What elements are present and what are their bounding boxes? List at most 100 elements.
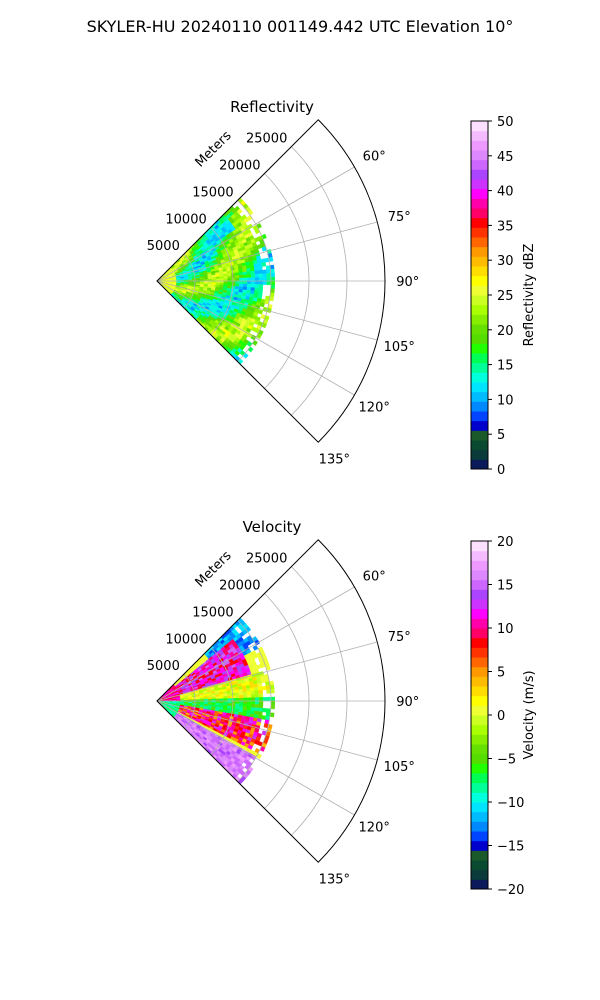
data-cell (270, 700, 276, 706)
colorbar-swatch (471, 430, 488, 441)
r-tick-label: 15000 (192, 185, 233, 200)
colorbar-swatch (471, 686, 488, 697)
data-cell (254, 287, 260, 292)
colorbar-swatch (471, 550, 488, 561)
colorbar-swatch (471, 860, 488, 871)
theta-tick-label: 135° (319, 872, 350, 887)
data-cell (223, 275, 228, 279)
colorbar-swatch (471, 304, 488, 315)
data-cell (262, 280, 268, 285)
data-cell (239, 280, 244, 285)
colorbar-swatch (471, 676, 488, 687)
colorbar-swatch (471, 295, 488, 306)
figure-title: SKYLER-HU 20240110 001149.442 UTC Elevat… (87, 17, 514, 36)
colorbar-swatch (471, 744, 488, 755)
r-tick-label: 5000 (147, 659, 180, 674)
data-cell (266, 696, 272, 702)
colorbar-tick-label: −15 (497, 840, 524, 855)
colorbar-swatch (471, 179, 488, 190)
colorbar-tick-label: 15 (497, 579, 514, 594)
data-cell (247, 280, 252, 285)
data-cell (266, 269, 271, 274)
panel-reflectivity: Reflectivity 5000 10000 15000 20000 25000 60° 7… (147, 98, 537, 478)
data-cell (242, 703, 248, 708)
data-cell (250, 280, 256, 285)
data-cell (219, 276, 224, 280)
data-cell (254, 707, 260, 712)
data-cell (234, 692, 240, 696)
data-cell (254, 284, 260, 289)
colorbar-swatch (471, 362, 488, 373)
data-cell (258, 700, 264, 705)
colorbar-swatch (471, 647, 488, 658)
data-cell (239, 277, 244, 282)
data-cell (254, 690, 260, 695)
data-cell (266, 276, 272, 282)
data-cell (246, 694, 252, 699)
data-cell (252, 644, 259, 651)
colorbar: −20 −15 −10 −5 0 5 10 15 20 Velocity (m/s) (470, 535, 537, 898)
data-cell (250, 270, 256, 275)
data-cell (227, 275, 232, 279)
data-cell (262, 697, 268, 702)
colorbar-label: Reflectivity dBZ (522, 244, 537, 347)
colorbar-swatch (471, 343, 488, 354)
colorbar-swatch (471, 869, 488, 880)
colorbar-tick-label: 45 (497, 150, 514, 165)
data-cell (262, 708, 267, 713)
data-cell (265, 685, 271, 690)
data-cell (231, 700, 236, 704)
colorbar-swatch (471, 314, 488, 325)
colorbar-tick-label: 15 (497, 359, 514, 374)
data-cell (254, 704, 260, 709)
colorbar-swatch (471, 782, 488, 793)
colorbar-tick-label: 5 (497, 666, 505, 681)
colorbar-tick-label: 10 (497, 622, 514, 637)
theta-tick-label: 105° (384, 340, 415, 355)
data-cell (265, 265, 271, 270)
data-cell (247, 697, 252, 702)
data-cell (261, 262, 267, 267)
colorbar-swatch (471, 188, 488, 199)
colorbar-tick-label: 0 (497, 709, 505, 724)
data-cell (211, 696, 217, 700)
data-cell (238, 271, 244, 276)
colorbar-swatch (471, 353, 488, 364)
data-cell (254, 277, 260, 282)
theta-tick-label: 75° (388, 210, 411, 225)
theta-tick-label: 120° (359, 820, 390, 835)
colorbar-tick-label: 5 (497, 428, 505, 443)
colorbar-tick-label: 40 (497, 185, 514, 200)
theta-gridline (156, 280, 355, 396)
data-cell (270, 276, 276, 282)
data-cell (258, 704, 264, 709)
colorbar-swatch (471, 130, 488, 141)
data-cell (258, 277, 264, 282)
data-cell (258, 287, 263, 293)
data-cell (250, 284, 256, 288)
theta-gridline (156, 700, 378, 761)
data-cell (270, 280, 276, 286)
colorbar-swatch (471, 391, 488, 402)
colorbar-tick-label: 0 (497, 463, 505, 478)
data-cell (242, 274, 248, 279)
data-cell (242, 694, 248, 699)
data-cell (250, 277, 256, 282)
colorbar-tick-label: 35 (497, 219, 514, 234)
colorbar-swatch (471, 715, 488, 726)
colorbar-swatch (471, 570, 488, 581)
theta-tick-label: 120° (359, 400, 390, 415)
data-cell (258, 269, 263, 275)
data-cell (246, 271, 252, 276)
colorbar-swatch (471, 811, 488, 822)
data-cell (247, 277, 252, 282)
data-cell (266, 708, 271, 713)
colorbar-swatch (471, 324, 488, 335)
colorbar-swatch (471, 275, 488, 286)
colorbar-swatch (471, 285, 488, 296)
colorbar-swatch (471, 256, 488, 267)
data-cell (227, 695, 232, 699)
data-cell (254, 273, 260, 278)
theta-gridline (156, 166, 355, 282)
data-cell (239, 274, 244, 279)
